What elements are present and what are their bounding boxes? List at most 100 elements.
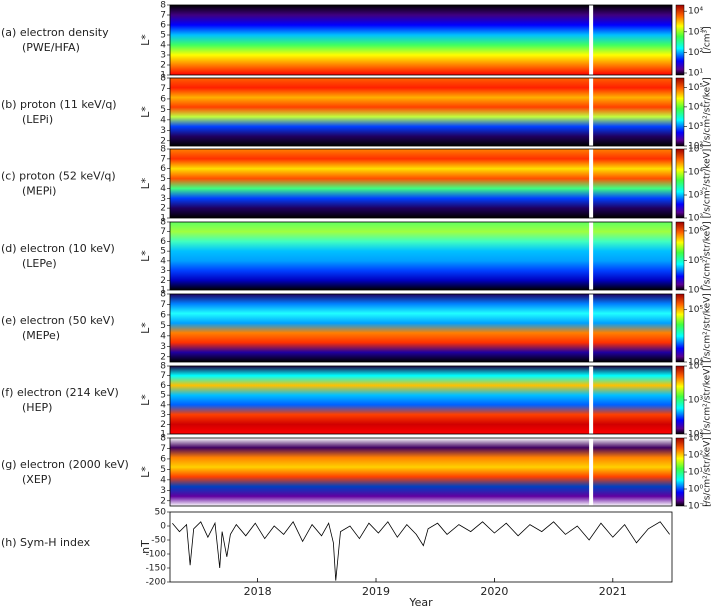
- y-axis-label: L*: [139, 466, 152, 478]
- y-tick-label: -200: [146, 578, 167, 588]
- colorbar-label: [/cm³]: [703, 26, 713, 53]
- panel-label: (a) electron density: [1, 26, 109, 39]
- y-tick-label: 2: [160, 204, 166, 214]
- spectrogram: [170, 149, 672, 218]
- y-tick-label: 5: [160, 174, 166, 184]
- colorbar-tick-label: 10³: [688, 396, 703, 406]
- colorbar: [675, 148, 685, 219]
- spectrogram: [170, 78, 672, 146]
- y-tick-label: 5: [160, 391, 166, 401]
- colorbar-tick-label: 10⁴: [688, 358, 703, 368]
- y-tick-label: 6: [160, 164, 166, 174]
- y-tick-label: 2: [160, 352, 166, 362]
- colorbar-tick-label: 10⁻¹: [688, 502, 708, 512]
- colorbar-tick-label: 10²: [688, 48, 703, 58]
- y-tick-label: 2: [160, 276, 166, 286]
- y-tick-label: 3: [160, 51, 166, 61]
- data-gap: [589, 78, 594, 146]
- y-axis-label: L*: [139, 250, 152, 262]
- spectrogram: [170, 5, 672, 75]
- y-tick-label: 8: [160, 362, 166, 372]
- y-tick-label: 8: [160, 434, 166, 444]
- data-gap: [589, 294, 594, 362]
- panel-sublabel: (LEPi): [22, 113, 53, 126]
- panel-frame: [169, 293, 673, 363]
- y-tick-label: 3: [160, 486, 166, 496]
- y-tick-label: 8: [160, 74, 166, 84]
- y-tick-label: 6: [160, 310, 166, 320]
- colorbar-tick-label: 10²: [688, 214, 703, 224]
- panel-label: (b) proton (11 keV/q): [1, 98, 117, 111]
- y-tick-label: 4: [160, 331, 166, 341]
- spectrogram: [170, 366, 672, 434]
- x-tick-label: 2020: [480, 585, 508, 598]
- colorbar-tick-label: 10⁰: [688, 485, 703, 495]
- y-tick-label: 6: [160, 237, 166, 247]
- y-tick-label: 6: [160, 21, 166, 31]
- y-tick-label: -100: [146, 550, 167, 560]
- y-tick-label: 3: [160, 342, 166, 352]
- x-tick-label: 2018: [244, 585, 272, 598]
- y-tick-label: 7: [160, 11, 166, 21]
- colorbar-tick-label: 10²: [688, 430, 703, 440]
- panel-label: (c) proton (52 keV/q): [1, 170, 116, 183]
- panel-sublabel: (PWE/HFA): [22, 41, 80, 54]
- y-tick-label: 6: [160, 94, 166, 104]
- panel-frame: [169, 511, 673, 583]
- colorbar-tick-label: 10⁶: [688, 226, 703, 236]
- spectrogram: [170, 222, 672, 290]
- y-tick-label: 6: [160, 454, 166, 464]
- y-axis-label: L*: [139, 177, 152, 189]
- y-tick-label: 7: [160, 84, 166, 94]
- colorbar-tick-label: 10³: [688, 434, 703, 444]
- y-tick-label: 2: [160, 420, 166, 430]
- spectrogram: [170, 294, 672, 362]
- colorbar-label: [/s/cm²/str/keV]: [703, 365, 713, 435]
- panel-label: (e) electron (50 keV): [1, 314, 115, 327]
- colorbar-tick-label: 10³: [688, 122, 703, 132]
- x-axis-label: Year: [408, 596, 433, 607]
- panel-label: (g) electron (2000 keV): [1, 458, 129, 471]
- panel-sublabel: (HEP): [22, 401, 52, 414]
- y-axis-label: L*: [139, 106, 152, 118]
- colorbar-tick-label: 10¹: [688, 69, 703, 79]
- colorbar-tick-label: 10⁴: [688, 102, 703, 112]
- colorbar-tick-label: 10⁵: [688, 83, 703, 93]
- colorbar-tick-label: 10⁴: [688, 362, 703, 372]
- colorbar: [675, 365, 685, 435]
- colorbar-tick-label: 10¹: [688, 468, 703, 478]
- y-tick-label: 4: [160, 400, 166, 410]
- data-gap: [589, 366, 594, 434]
- y-axis-label: L*: [139, 394, 152, 406]
- y-tick-label: 5: [160, 247, 166, 257]
- colorbar-tick-label: 10⁴: [688, 286, 703, 296]
- y-tick-label: 3: [160, 266, 166, 276]
- panel-frame: [169, 221, 673, 291]
- x-tick-label: 2021: [599, 585, 627, 598]
- colorbar-tick-label: 10⁵: [688, 145, 703, 155]
- y-tick-label: 1: [160, 214, 166, 224]
- colorbar: [675, 437, 685, 507]
- panel-frame: [169, 365, 673, 435]
- colorbar: [675, 293, 685, 363]
- panel-label: (d) electron (10 keV): [1, 242, 115, 255]
- y-tick-label: 8: [160, 1, 166, 11]
- y-tick-label: 2: [160, 136, 166, 146]
- colorbar-tick-label: 10³: [688, 27, 703, 37]
- sym-h-line: [172, 521, 670, 581]
- y-tick-label: 1: [160, 286, 166, 296]
- panel-sublabel: (MEPe): [22, 329, 60, 342]
- y-tick-label: 5: [160, 465, 166, 475]
- colorbar-tick-label: 10²: [688, 451, 703, 461]
- y-tick-label: 8: [160, 145, 166, 155]
- colorbar-label: [/s/cm²/str/keV]: [703, 77, 713, 147]
- colorbar-tick-label: 10⁴: [688, 7, 703, 17]
- y-tick-label: 4: [160, 256, 166, 266]
- panel-sublabel: (LEPe): [22, 257, 57, 270]
- panel-frame: [169, 437, 673, 507]
- data-gap: [589, 222, 594, 290]
- colorbar-label: [/s/cm²/str/keV]: [703, 149, 713, 219]
- y-tick-label: -50: [151, 536, 166, 546]
- y-tick-label: 7: [160, 227, 166, 237]
- panel-frame: [169, 77, 673, 147]
